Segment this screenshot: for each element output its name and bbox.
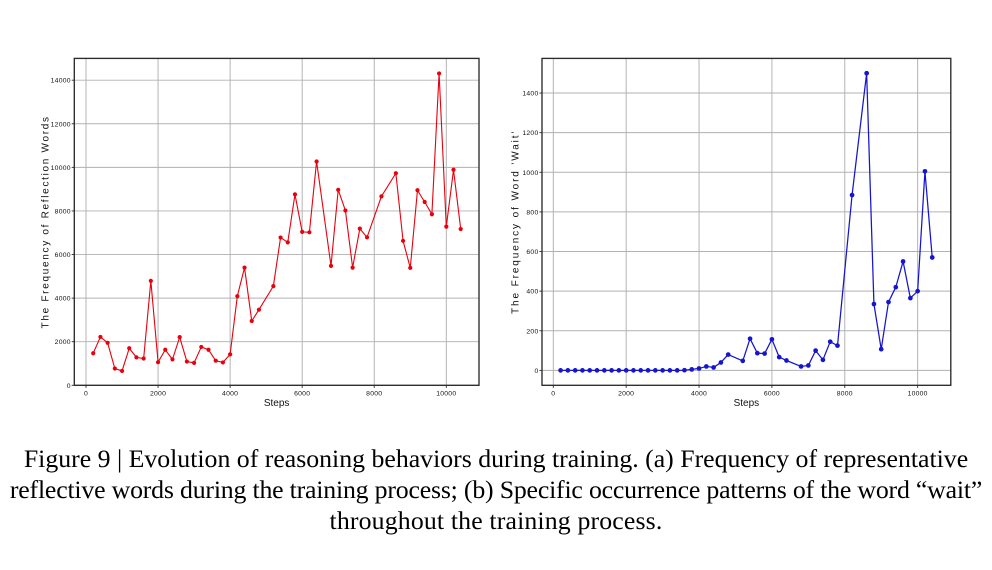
svg-text:0: 0 [84, 391, 88, 398]
svg-text:0: 0 [534, 368, 538, 375]
svg-text:8000: 8000 [837, 391, 853, 398]
svg-text:200: 200 [526, 328, 538, 335]
svg-text:2000: 2000 [618, 391, 634, 398]
svg-text:800: 800 [526, 209, 538, 216]
svg-text:12000: 12000 [51, 121, 71, 128]
svg-text:6000: 6000 [55, 252, 71, 259]
svg-text:1000: 1000 [522, 170, 538, 177]
svg-text:600: 600 [526, 249, 538, 256]
svg-text:10000: 10000 [51, 165, 71, 172]
svg-text:14000: 14000 [51, 78, 71, 85]
svg-text:0: 0 [551, 391, 555, 398]
svg-text:6000: 6000 [764, 391, 780, 398]
svg-text:10000: 10000 [436, 391, 456, 398]
svg-text:2000: 2000 [150, 391, 166, 398]
svg-text:Steps: Steps [734, 398, 760, 409]
svg-text:Steps: Steps [264, 398, 290, 409]
svg-text:2000: 2000 [55, 339, 71, 346]
svg-text:0: 0 [67, 383, 71, 390]
svg-text:400: 400 [526, 289, 538, 296]
svg-text:1200: 1200 [522, 130, 538, 137]
svg-text:4000: 4000 [691, 391, 707, 398]
svg-text:6000: 6000 [294, 391, 310, 398]
svg-text:8000: 8000 [55, 208, 71, 215]
svg-text:10000: 10000 [908, 391, 928, 398]
svg-text:The Frequency of Word 'Wait': The Frequency of Word 'Wait' [511, 130, 522, 314]
svg-text:4000: 4000 [222, 391, 238, 398]
svg-text:8000: 8000 [366, 391, 382, 398]
svg-text:4000: 4000 [55, 296, 71, 303]
svg-text:1400: 1400 [522, 91, 538, 98]
svg-text:The Frequency of Reflection Wo: The Frequency of Reflection Words [41, 115, 52, 328]
